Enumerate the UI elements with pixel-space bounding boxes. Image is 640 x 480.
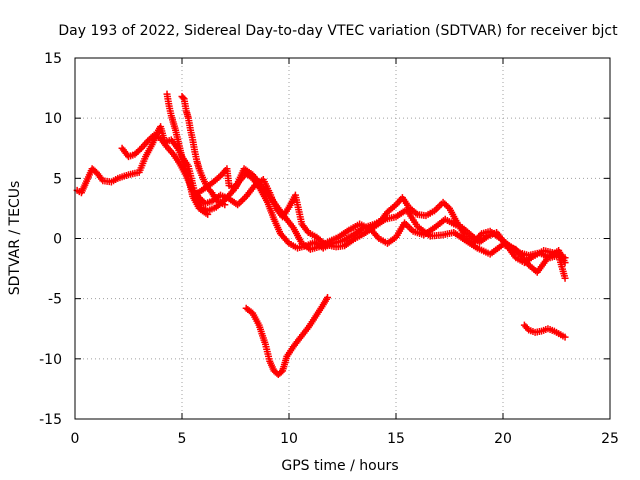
- series-track-c: [191, 165, 569, 267]
- data-point: [324, 293, 332, 301]
- data-point: [204, 210, 212, 218]
- chart-title: Day 193 of 2022, Sidereal Day-to-day VTE…: [58, 23, 618, 39]
- data-points: [73, 90, 569, 378]
- data-point: [561, 274, 569, 282]
- y-tick-label: -10: [39, 352, 62, 368]
- series-track-e: [178, 93, 229, 209]
- data-point: [561, 333, 569, 341]
- y-tick-label: 10: [44, 111, 62, 127]
- data-point: [179, 94, 187, 102]
- data-point: [221, 201, 229, 209]
- data-point: [561, 254, 569, 262]
- y-axis-label: SDTVAR / TECUs: [7, 181, 23, 296]
- x-axis-label: GPS time / hours: [281, 458, 398, 474]
- x-tick-label: 20: [494, 431, 512, 447]
- x-tick-label: 10: [280, 431, 298, 447]
- y-tick-label: 5: [53, 171, 62, 187]
- y-tick-label: -5: [48, 292, 62, 308]
- series-track-f: [242, 293, 332, 378]
- y-tick-label: 0: [53, 232, 62, 248]
- axis-ticks: 0 5 10 15 20 25 -15 -10 -5 0 5 10 15: [39, 51, 619, 447]
- x-tick-label: 15: [387, 431, 405, 447]
- series-track-d: [163, 90, 212, 218]
- y-tick-label: -15: [39, 412, 62, 428]
- x-tick-label: 25: [601, 431, 619, 447]
- x-tick-label: 5: [178, 431, 187, 447]
- x-tick-label: 0: [71, 431, 80, 447]
- series-track-g: [520, 321, 569, 341]
- y-tick-label: 15: [44, 51, 62, 67]
